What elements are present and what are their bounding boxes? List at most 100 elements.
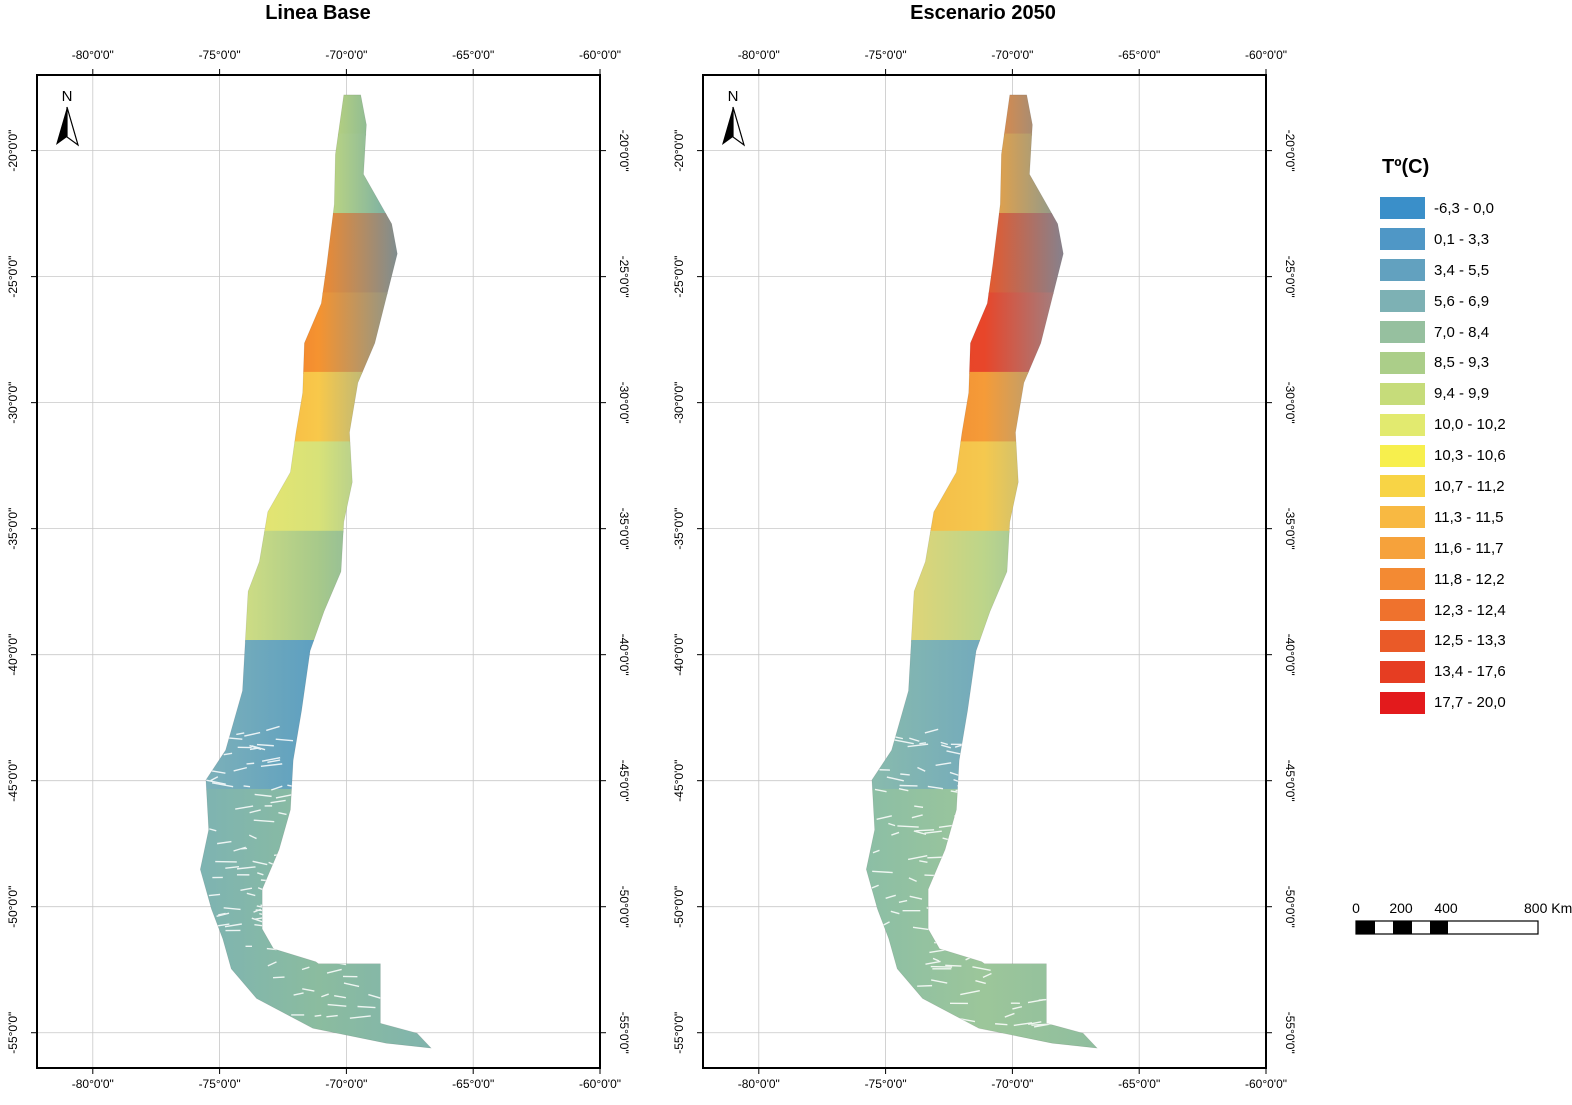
fjord-line xyxy=(343,982,360,988)
fjord-line xyxy=(909,895,923,900)
temperature-raster xyxy=(200,94,432,1049)
fjord-line xyxy=(224,923,242,928)
temperature-zone xyxy=(200,640,432,791)
fjord-line xyxy=(900,773,910,776)
legend-items: -6,3 - 0,0 0,1 - 3,3 3,4 - 5,5 5,6 - 6,9 7,0… xyxy=(1380,193,1506,718)
fjord-line xyxy=(992,831,1014,837)
fjord-line xyxy=(276,894,285,897)
fjord-line xyxy=(225,866,240,869)
legend-label: 10,0 - 10,2 xyxy=(1434,416,1506,434)
left-lat-label: -30°0'0" xyxy=(672,382,686,424)
fjord-line xyxy=(297,864,310,869)
left-lat-label: -20°0'0" xyxy=(6,130,20,172)
legend-swatch xyxy=(1380,444,1425,467)
temperature-zone xyxy=(200,530,432,643)
legend-swatch xyxy=(1380,413,1425,436)
fjord-line xyxy=(249,809,261,814)
fjord-line xyxy=(349,1015,371,1019)
top-lon-label: -80°0'0" xyxy=(72,48,114,62)
fjord-line xyxy=(357,1005,376,1009)
fjord-line xyxy=(318,819,334,823)
fjord-line xyxy=(954,909,968,913)
legend-item: 10,7 - 11,2 xyxy=(1380,471,1506,502)
map-title-escenario-2050: Escenario 2050 xyxy=(910,2,1056,24)
fjord-line xyxy=(253,819,275,823)
right-lat-label: -20°0'0" xyxy=(1283,130,1297,172)
fjord-line xyxy=(233,766,248,772)
scale-label-400: 400 xyxy=(1434,900,1458,916)
fjord-line xyxy=(960,989,980,996)
fjord-line xyxy=(244,731,261,737)
temperature-zone xyxy=(200,133,432,216)
fjord-line xyxy=(323,801,334,805)
fjord-line xyxy=(223,752,233,756)
fjord-line xyxy=(925,960,941,965)
legend-item: 13,4 - 17,6 xyxy=(1380,656,1506,687)
fjord-line xyxy=(874,788,887,793)
fjord-line xyxy=(955,787,976,792)
bottom-lon-label: -70°0'0" xyxy=(325,1077,367,1091)
legend-item: 10,3 - 10,6 xyxy=(1380,440,1506,471)
bottom-lon-label: -80°0'0" xyxy=(72,1077,114,1091)
fjord-line xyxy=(945,964,962,967)
right-lat-label: -55°0'0" xyxy=(1283,1012,1297,1054)
fjord-line xyxy=(328,892,345,897)
fjord-line xyxy=(248,834,257,840)
fjord-line xyxy=(274,862,295,867)
fjord-line xyxy=(949,907,960,913)
fjord-line xyxy=(278,812,287,816)
legend-item: -6,3 - 0,0 xyxy=(1380,193,1506,224)
fjord-line xyxy=(990,888,1002,892)
legend-label: 17,7 - 20,0 xyxy=(1434,694,1506,712)
fjord-line xyxy=(907,855,928,861)
temperature-zone xyxy=(866,292,1098,374)
fjord-line xyxy=(967,937,987,943)
fjord-line xyxy=(208,893,221,897)
scale-label-200: 200 xyxy=(1389,900,1413,916)
right-lat-label: -25°0'0" xyxy=(617,256,631,298)
fjord-line xyxy=(1008,948,1028,952)
fjord-line xyxy=(206,779,226,785)
legend-item: 7,0 - 8,4 xyxy=(1380,317,1506,348)
fjord-line xyxy=(949,856,959,862)
fjord-line xyxy=(981,823,993,827)
left-lat-label: -55°0'0" xyxy=(6,1012,20,1054)
bottom-lon-label: -65°0'0" xyxy=(452,1077,494,1091)
bottom-lon-label: -60°0'0" xyxy=(579,1077,621,1091)
temperature-zone xyxy=(200,788,432,1049)
temperature-zone xyxy=(200,213,432,295)
fjord-line xyxy=(236,732,245,736)
fjord-line xyxy=(954,815,967,818)
left-lat-label: -25°0'0" xyxy=(672,256,686,298)
fjord-line xyxy=(943,895,957,899)
bottom-lon-label: -80°0'0" xyxy=(738,1077,780,1091)
fjord-line xyxy=(260,763,283,768)
fjord-line xyxy=(326,1014,338,1018)
temperature-zone xyxy=(866,213,1098,295)
fjord-line xyxy=(327,728,344,733)
legend-swatch xyxy=(1380,197,1425,220)
fjord-line xyxy=(271,785,283,791)
right-lat-label: -45°0'0" xyxy=(1283,760,1297,802)
legend-item: 8,5 - 9,3 xyxy=(1380,347,1506,378)
left-lat-label: -50°0'0" xyxy=(672,886,686,928)
fjord-line xyxy=(284,942,296,945)
map-panel-1: -80°0'0" -80°0'0" -75°0'0" -75°0'0" -70°0'0"… xyxy=(672,48,1297,1091)
fjord-line xyxy=(216,912,230,917)
fjord-line xyxy=(930,979,948,984)
fjord-line xyxy=(971,735,980,739)
fjord-line xyxy=(886,776,904,782)
legend-label: 12,5 - 13,3 xyxy=(1434,632,1506,650)
fjord-line xyxy=(292,877,312,883)
fjord-line xyxy=(267,759,281,763)
legend-swatch xyxy=(1380,568,1425,591)
top-lon-label: -60°0'0" xyxy=(1245,48,1287,62)
fjord-line xyxy=(257,872,264,876)
north-label: N xyxy=(728,88,739,105)
legend-label: 8,5 - 9,3 xyxy=(1434,354,1490,372)
scale-label-800: 800 Km xyxy=(1524,900,1572,916)
fjord-line xyxy=(915,829,935,832)
legend-label: 3,4 - 5,5 xyxy=(1434,261,1490,279)
fjord-line xyxy=(1027,998,1046,1004)
north-arrow-icon xyxy=(66,106,80,147)
